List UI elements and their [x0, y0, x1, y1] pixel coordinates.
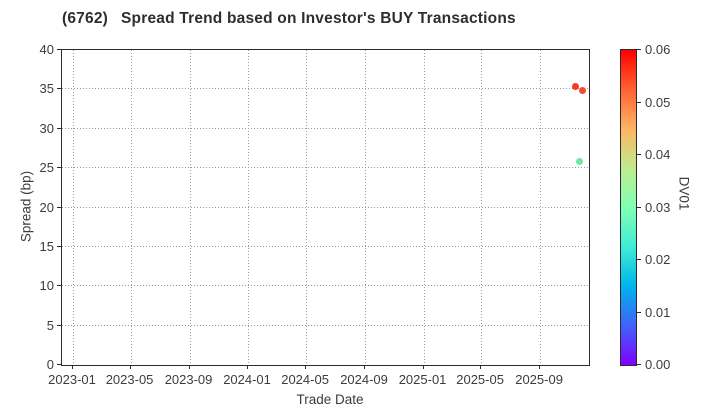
colorbar-tick-mark [637, 206, 641, 208]
x-gridline [365, 50, 367, 365]
x-tick-label: 2024-05 [281, 372, 329, 387]
x-tick-mark [364, 365, 366, 369]
x-gridline [73, 50, 75, 365]
y-tick-label: 30 [39, 120, 54, 136]
x-tick-mark [539, 365, 541, 369]
chart-title: (6762) Spread Trend based on Investor's B… [62, 10, 516, 28]
x-tick-mark [422, 365, 424, 369]
y-tick-mark [57, 88, 61, 90]
plot-area [61, 49, 590, 366]
y-gridline [62, 324, 589, 326]
y-gridline [62, 206, 589, 208]
colorbar-tick-label: 0.05 [645, 94, 671, 110]
x-tick-label: 2023-01 [48, 372, 96, 387]
colorbar-tick-label: 0.01 [645, 304, 671, 320]
colorbar-tick-mark [637, 364, 641, 365]
x-tick-label: 2025-05 [456, 372, 504, 387]
x-gridline [248, 50, 250, 365]
colorbar-tick-mark [637, 311, 641, 313]
x-gridline [189, 50, 191, 365]
y-tick-mark [57, 167, 61, 169]
colorbar-tick-mark [637, 154, 641, 155]
x-gridline [481, 50, 483, 365]
y-tick-label: 25 [39, 160, 54, 176]
chart-title-text: Spread Trend based on Investor's BUY Tra… [121, 10, 516, 27]
y-tick-mark [57, 49, 61, 50]
ticker-code: (6762) [62, 10, 109, 27]
x-tick-label: 2024-01 [223, 372, 271, 387]
x-gridline [130, 50, 132, 365]
y-tick-label: 35 [39, 81, 54, 97]
x-tick-label: 2024-09 [340, 372, 388, 387]
x-tick-label: 2023-05 [105, 372, 154, 387]
colorbar-tick-label: 0.06 [645, 42, 671, 57]
y-tick-mark [57, 324, 61, 326]
colorbar-tick-mark [637, 49, 641, 50]
colorbar-tick-mark [637, 259, 641, 260]
scatter-point [571, 83, 579, 91]
y-tick-mark [57, 285, 61, 287]
colorbar-gradient [620, 49, 637, 366]
y-tick-mark [57, 245, 61, 247]
scatter-point [575, 158, 583, 166]
colorbar-tick-label: 0.04 [645, 147, 671, 162]
y-tick-mark [57, 206, 61, 208]
x-tick-mark [247, 365, 249, 369]
y-gridline [62, 167, 589, 169]
y-tick-label: 40 [39, 42, 54, 57]
x-tick-label: 2025-01 [398, 372, 447, 387]
x-tick-mark [129, 365, 131, 369]
y-tick-label: 15 [39, 238, 54, 254]
scatter-point [579, 87, 587, 95]
x-tick-mark [305, 365, 307, 369]
y-tick-label: 20 [39, 199, 54, 215]
x-axis-label: Trade Date [296, 392, 364, 407]
y-tick-label: 0 [46, 357, 54, 372]
y-gridline [62, 285, 589, 287]
colorbar-tick-mark [637, 101, 641, 103]
x-tick-mark [480, 365, 482, 369]
x-gridline [306, 50, 308, 365]
y-tick-mark [57, 127, 61, 129]
y-gridline [62, 88, 589, 90]
x-tick-label: 2023-09 [164, 372, 213, 387]
x-gridline [423, 50, 425, 365]
x-tick-mark [188, 365, 190, 369]
colorbar-tick-label: 0.03 [645, 199, 671, 215]
y-tick-label: 5 [46, 317, 54, 333]
colorbar-tick-label: 0.00 [645, 357, 671, 372]
y-tick-mark [57, 364, 61, 365]
x-tick-mark [72, 365, 74, 369]
y-tick-label: 10 [39, 278, 54, 294]
x-gridline [540, 50, 542, 365]
x-tick-label: 2025-09 [515, 372, 563, 387]
y-gridline [62, 127, 589, 129]
y-gridline [62, 245, 589, 247]
colorbar-tick-label: 0.02 [645, 252, 671, 267]
